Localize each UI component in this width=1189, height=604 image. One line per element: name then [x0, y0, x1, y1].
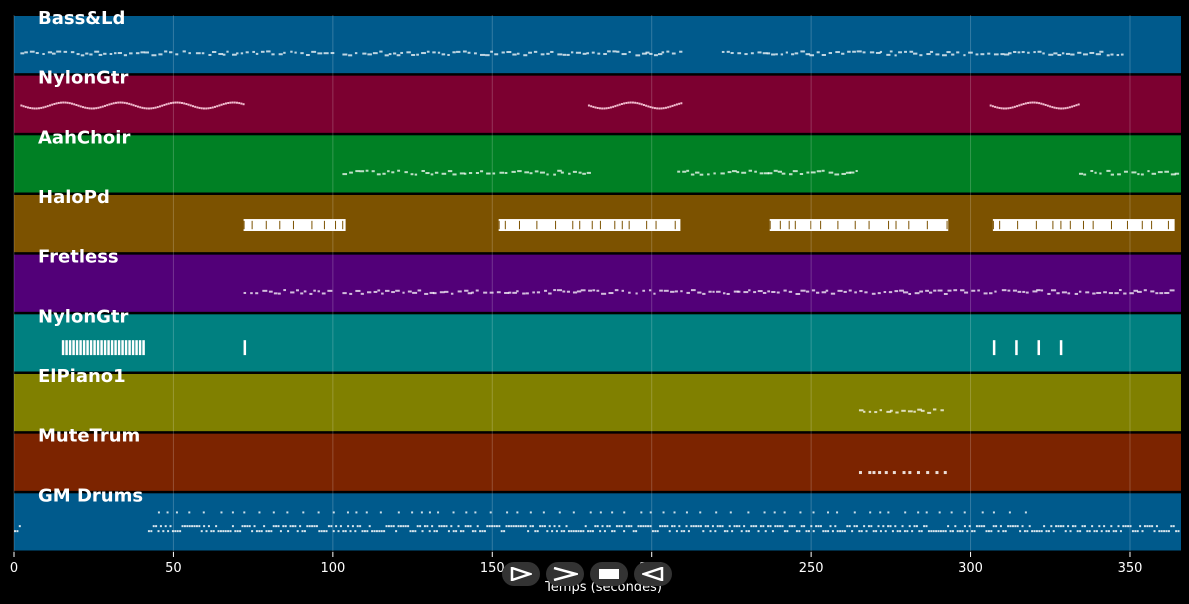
x-tick-label: 50	[165, 561, 182, 576]
note-segment	[342, 169, 591, 176]
track-label: AahChoir	[38, 127, 130, 148]
fast-forward-button[interactable]	[546, 562, 584, 586]
note-segment	[769, 219, 949, 231]
track-label: GM Drums	[38, 485, 143, 506]
note-segment	[498, 219, 681, 231]
track-lane	[14, 374, 1181, 432]
track-lane	[14, 493, 1181, 551]
x-tick-label: 0	[10, 561, 18, 576]
stop-button[interactable]	[590, 562, 628, 586]
rewind-button[interactable]	[634, 562, 672, 586]
note-segment	[1078, 169, 1180, 176]
track-8: GM Drums	[14, 485, 1181, 551]
note-segment	[243, 340, 247, 356]
track-label: MuteTrum	[38, 426, 140, 447]
transport-controls	[502, 562, 672, 586]
note-segment	[858, 471, 947, 475]
note-segment	[587, 101, 683, 110]
track-lane	[14, 75, 1181, 133]
note-segment	[20, 101, 245, 110]
track-lane	[14, 314, 1181, 372]
track-1: NylonGtr	[14, 68, 1181, 133]
track-6: ElPiano1	[14, 366, 1181, 432]
note-segment	[992, 340, 996, 356]
track-2: AahChoir	[14, 127, 1181, 193]
note-segment	[342, 50, 683, 57]
x-tick-label: 300	[958, 561, 983, 576]
track-label: NylonGtr	[38, 306, 129, 327]
play-button[interactable]	[502, 562, 540, 586]
note-segment	[243, 219, 346, 231]
note-segment	[858, 408, 944, 414]
track-label: Fretless	[38, 247, 119, 268]
note-segment	[243, 289, 333, 295]
track-lane	[14, 135, 1181, 193]
track-label: ElPiano1	[38, 366, 126, 387]
note-segment	[1059, 340, 1063, 356]
track-0: Bass&Ld	[14, 8, 1181, 74]
track-5: NylonGtr	[14, 306, 1181, 372]
track-4: Fretless	[14, 247, 1181, 312]
track-7: MuteTrum	[14, 426, 1181, 491]
fast-forward-icon	[553, 567, 578, 581]
note-segment	[721, 50, 1124, 57]
track-lane	[14, 254, 1181, 312]
note-segment	[1015, 340, 1018, 356]
track-lane	[14, 433, 1181, 491]
note-segment	[61, 340, 145, 356]
note-segment	[1037, 340, 1041, 356]
note-segment	[342, 289, 1175, 296]
track-label: Bass&Ld	[38, 8, 125, 29]
x-tick-label: 250	[799, 561, 824, 576]
track-label: NylonGtr	[38, 68, 129, 89]
x-tick-label: 350	[1118, 561, 1143, 576]
track-lane	[14, 16, 1181, 74]
play-icon	[510, 567, 532, 581]
note-segment	[20, 50, 335, 57]
note-segment	[14, 525, 21, 533]
note-segment	[147, 511, 1180, 533]
note-segment	[989, 101, 1080, 110]
stop-icon	[599, 569, 619, 579]
note-segment	[677, 169, 858, 176]
track-3: HaloPd	[14, 187, 1181, 253]
note-segment	[992, 219, 1175, 231]
rewind-icon	[642, 567, 664, 581]
x-tick-label: 100	[320, 561, 345, 576]
track-label: HaloPd	[38, 187, 110, 208]
x-tick-label: 150	[480, 561, 505, 576]
